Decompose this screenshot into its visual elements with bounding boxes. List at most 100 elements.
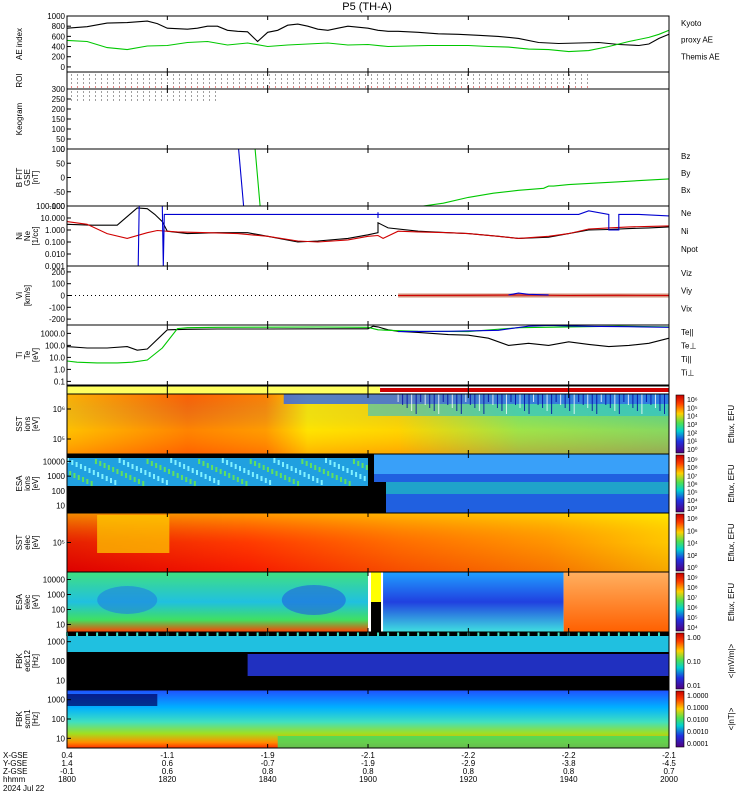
esa-ion-noise-pixel — [342, 466, 345, 471]
velocity-legend-1: Viy — [681, 287, 692, 296]
esa-ion-noise-pixel — [359, 474, 362, 479]
esa-ion-noise-pixel — [264, 478, 267, 483]
fbk_b-colorbar-label: <|nT|> — [727, 707, 736, 730]
esa-ion-noise-pixel — [103, 463, 106, 468]
x-gse-value: -1.1 — [160, 751, 174, 760]
esa-ion-noise-pixel — [215, 467, 218, 472]
esa-ion-noise-pixel — [191, 468, 194, 473]
esa-ion-noise-pixel — [107, 465, 110, 470]
density-ytick-label: 100.000 — [36, 202, 65, 211]
esa-elec-blob — [281, 585, 346, 615]
esa-ion-noise-pixel — [148, 472, 151, 477]
esa-ion-noise-pixel — [266, 467, 269, 472]
esa_ion-ytick-label: 100 — [52, 487, 66, 496]
esa-ion-noise-pixel — [131, 464, 134, 469]
esa-ion-noise-pixel — [150, 461, 153, 466]
z-gse-value: 0.7 — [663, 767, 675, 776]
fbk_e-colorbar-tick: 0.01 — [687, 683, 701, 690]
esa_elec-colorbar — [675, 572, 685, 632]
esa-ion-noise-pixel — [329, 460, 332, 465]
sst_ion-colorbar-tick: 10⁴ — [687, 414, 698, 421]
esa-ion-noise-pixel — [348, 481, 351, 486]
esa_elec-colorbar-tick: 10⁹ — [687, 575, 698, 582]
esa-ion-noise-pixel — [277, 460, 280, 465]
density-ylabel: Ni — [15, 232, 24, 240]
velocity-series-vix — [508, 292, 549, 296]
fbk_e-ytick-label: 1000 — [47, 638, 65, 647]
fbk_b-ytick-label: 1000 — [47, 696, 65, 705]
plot-date: 2024 Jul 22 — [3, 784, 45, 793]
sst_elec-colorbar-tick: 10⁰ — [687, 564, 698, 572]
fbk_b-colorbar — [675, 690, 685, 748]
ae-legend-0: Kyoto — [681, 19, 702, 28]
x-tick-label: 1920 — [459, 775, 477, 784]
esa-ion-noise-pixel — [316, 478, 319, 483]
sst_elec-colorbar-tick: 10⁸ — [687, 516, 698, 523]
bfit-series-bx — [238, 148, 245, 207]
y-gse-value: -1.9 — [361, 759, 375, 768]
esa-ion-noise-pixel — [309, 463, 312, 468]
esa-ion-noise-pixel — [122, 460, 125, 465]
esa_ion-ytick-label: 1000 — [47, 472, 65, 481]
esa-ion-noise-pixel — [297, 481, 300, 486]
esa_ion-colorbar — [675, 454, 685, 513]
esa-ion-noise-pixel — [288, 477, 291, 482]
esa_elec-ylabel: ESA — [15, 593, 24, 610]
esa-ion-noise-pixel — [236, 477, 239, 482]
x-gse-value: -2.1 — [361, 751, 375, 760]
esa-ion-noise-pixel — [282, 462, 284, 467]
ae-ytick-label: 0 — [61, 63, 66, 72]
esa_elec-colorbar-tick: 10⁷ — [687, 595, 698, 602]
esa_ion-colorbar-tick: 10⁷ — [687, 473, 698, 480]
esa-ion-lower-band — [374, 482, 669, 494]
sst_elec-ylabel: [eV] — [31, 535, 40, 549]
esa-ion-noise-pixel — [254, 461, 257, 466]
esa-ion-noise-pixel — [256, 474, 259, 479]
z-gse-value: 0.8 — [563, 767, 575, 776]
esa-ion-noise-pixel — [114, 480, 117, 485]
esa-ion-noise-pixel — [363, 476, 366, 481]
sst_ion-colorbar — [675, 394, 685, 454]
esa-ion-noise-pixel — [198, 459, 201, 464]
esa-ion-noise-pixel — [307, 474, 310, 479]
esa-ion-noise-pixel — [112, 467, 115, 472]
esa-ion-noise-pixel — [344, 479, 347, 484]
esa-ion-noise-pixel — [110, 478, 112, 483]
keogram-panel-frame — [66, 88, 670, 150]
esa-ion-noise-pixel — [144, 470, 147, 475]
esa-ion-upper-band — [374, 454, 669, 474]
sst_elec-colorbar — [675, 513, 685, 572]
y-gse-value: 1.4 — [61, 759, 73, 768]
esa_elec-colorbar-tick: 10⁶ — [687, 605, 698, 612]
esa-ion-noise-pixel — [165, 480, 168, 485]
bfit-ytick-label: 100 — [52, 145, 66, 154]
esa-ion-noise-pixel — [180, 475, 183, 480]
esa-ion-noise-pixel — [322, 469, 325, 474]
esa-ion-noise-pixel — [172, 471, 175, 476]
esa-ion-noise-pixel — [219, 469, 222, 474]
esa-ion-noise-pixel — [346, 468, 349, 473]
bfit-ytick-label: -100 — [49, 202, 66, 211]
esa_elec-ytick-label: 10 — [56, 621, 65, 630]
esa-ion-noise-pixel — [294, 468, 297, 473]
sst_elec-colorbar-tick: 10⁶ — [687, 528, 698, 535]
esa-ion-noise-pixel — [142, 481, 145, 486]
esa-ion-noise-pixel — [90, 481, 93, 486]
esa_ion-colorbar-tick: 10⁵ — [687, 490, 698, 497]
esa-ion-noise-pixel — [153, 474, 155, 479]
esa-ion-noise-pixel — [303, 472, 306, 477]
esa-ion-noise-pixel — [312, 476, 315, 481]
esa-ion-noise-pixel — [269, 480, 272, 485]
sst-ion-mid-band — [368, 404, 669, 416]
esa-ion-gap — [368, 482, 386, 513]
keogram-ytick-label: 300 — [52, 85, 66, 94]
density-ytick-label: 10.000 — [41, 214, 66, 223]
fbk_e-ylabel: [Hz] — [31, 654, 40, 668]
x-tick-label: 1940 — [560, 775, 578, 784]
esa-ion-noise-pixel — [163, 467, 166, 472]
sst_ion-ylabel: [eV] — [31, 417, 40, 431]
esa_elec-ylabel: [eV] — [31, 595, 40, 609]
esa_elec-colorbar-label: Eflux, EFU — [727, 583, 736, 621]
esa-ion-noise-pixel — [333, 462, 336, 467]
keogram-ytick-label: 200 — [52, 105, 66, 114]
